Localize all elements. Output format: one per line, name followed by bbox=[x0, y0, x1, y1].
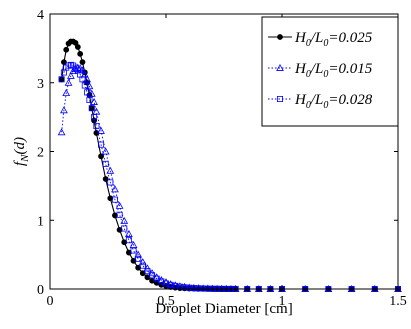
data-point bbox=[167, 281, 174, 288]
x-tick-label: 1 bbox=[279, 294, 286, 309]
legend-entry: H0/L0=0.015 bbox=[268, 61, 373, 80]
data-point bbox=[60, 106, 68, 114]
data-point bbox=[97, 126, 105, 134]
data-point bbox=[91, 114, 98, 121]
data-point bbox=[125, 249, 132, 256]
data-point bbox=[74, 44, 81, 50]
data-point bbox=[64, 78, 73, 86]
data-point bbox=[139, 270, 146, 277]
data-point bbox=[143, 264, 152, 272]
x-tick-label: 1.5 bbox=[389, 294, 407, 309]
y-tick-label: 1 bbox=[37, 214, 44, 229]
legend-marker bbox=[276, 63, 284, 71]
series-line bbox=[61, 67, 398, 290]
data-point bbox=[121, 225, 128, 232]
data-point bbox=[112, 212, 118, 219]
data-point bbox=[116, 211, 123, 218]
data-point bbox=[130, 257, 137, 264]
y-tick-label: 0 bbox=[37, 283, 44, 298]
legend-marker bbox=[277, 34, 283, 40]
data-point bbox=[111, 196, 118, 203]
data-point bbox=[62, 89, 71, 97]
legend: H0/L0=0.025 H0/L0=0.015 H0/L0=0.028 bbox=[261, 16, 399, 127]
data-point bbox=[98, 141, 105, 148]
data-point bbox=[144, 268, 151, 275]
data-point bbox=[152, 273, 161, 281]
data-point bbox=[171, 281, 180, 289]
data-point bbox=[130, 247, 137, 254]
data-point bbox=[57, 128, 66, 136]
data-point bbox=[81, 82, 88, 89]
data-point bbox=[58, 76, 65, 83]
legend-entry: H0/L0=0.028 bbox=[268, 92, 373, 111]
data-point bbox=[102, 176, 109, 182]
data-point bbox=[166, 280, 175, 288]
data-point bbox=[77, 50, 84, 57]
data-point bbox=[125, 237, 132, 244]
data-point bbox=[79, 76, 86, 83]
data-point bbox=[149, 272, 156, 279]
data-point bbox=[186, 284, 193, 291]
data-point bbox=[85, 82, 94, 90]
y-tick-label: 4 bbox=[37, 8, 44, 23]
x-tick-label: 0.5 bbox=[157, 294, 175, 309]
y-axis-label-text: fN(d) bbox=[12, 137, 31, 166]
data-point bbox=[86, 96, 93, 103]
data-point bbox=[79, 59, 86, 66]
data-point bbox=[111, 185, 119, 193]
data-point bbox=[90, 97, 98, 105]
data-point bbox=[115, 201, 124, 209]
legend-entry: H0/L0=0.025 bbox=[268, 30, 373, 49]
data-point bbox=[139, 262, 146, 269]
x-axis-label: Droplet Diameter [cm] bbox=[155, 301, 292, 317]
x-tick-label: 0 bbox=[47, 294, 54, 309]
axis-ticks: 0 0.5 1 1.5 0 1 2 3 4 bbox=[37, 8, 407, 309]
data-point bbox=[93, 123, 100, 130]
data-point bbox=[134, 250, 143, 258]
data-point bbox=[121, 239, 128, 246]
legend-box bbox=[261, 16, 399, 127]
data-point bbox=[135, 255, 142, 262]
data-point bbox=[138, 258, 147, 266]
data-point bbox=[84, 89, 91, 96]
data-point bbox=[88, 105, 95, 112]
legend-label: H0/L0=0.025 bbox=[294, 30, 373, 49]
data-point bbox=[98, 153, 104, 160]
data-point bbox=[125, 229, 133, 237]
data-point bbox=[87, 89, 96, 97]
y-tick-label: 3 bbox=[37, 77, 44, 92]
data-point bbox=[158, 278, 165, 285]
data-point bbox=[162, 278, 170, 286]
data-point bbox=[107, 195, 114, 202]
data-point bbox=[195, 285, 202, 292]
data-point bbox=[120, 216, 129, 224]
data-point bbox=[83, 75, 91, 83]
data-point bbox=[107, 179, 114, 186]
legend-marker bbox=[276, 96, 283, 103]
legend-label: H0/L0=0.015 bbox=[294, 61, 373, 80]
data-point bbox=[63, 46, 70, 53]
y-tick-label: 2 bbox=[37, 146, 44, 161]
data-point bbox=[116, 226, 123, 233]
data-point bbox=[181, 284, 188, 291]
data-point bbox=[101, 147, 110, 155]
data-point bbox=[106, 166, 115, 174]
data-point bbox=[102, 160, 109, 167]
data-point bbox=[58, 76, 65, 83]
data-point bbox=[190, 285, 197, 292]
data-point bbox=[67, 71, 75, 79]
y-axis-label: fN(d) bbox=[12, 137, 31, 166]
data-point bbox=[135, 264, 142, 271]
legend-label: H0/L0=0.028 bbox=[294, 92, 373, 111]
data-point bbox=[157, 276, 166, 284]
data-point bbox=[69, 67, 78, 75]
